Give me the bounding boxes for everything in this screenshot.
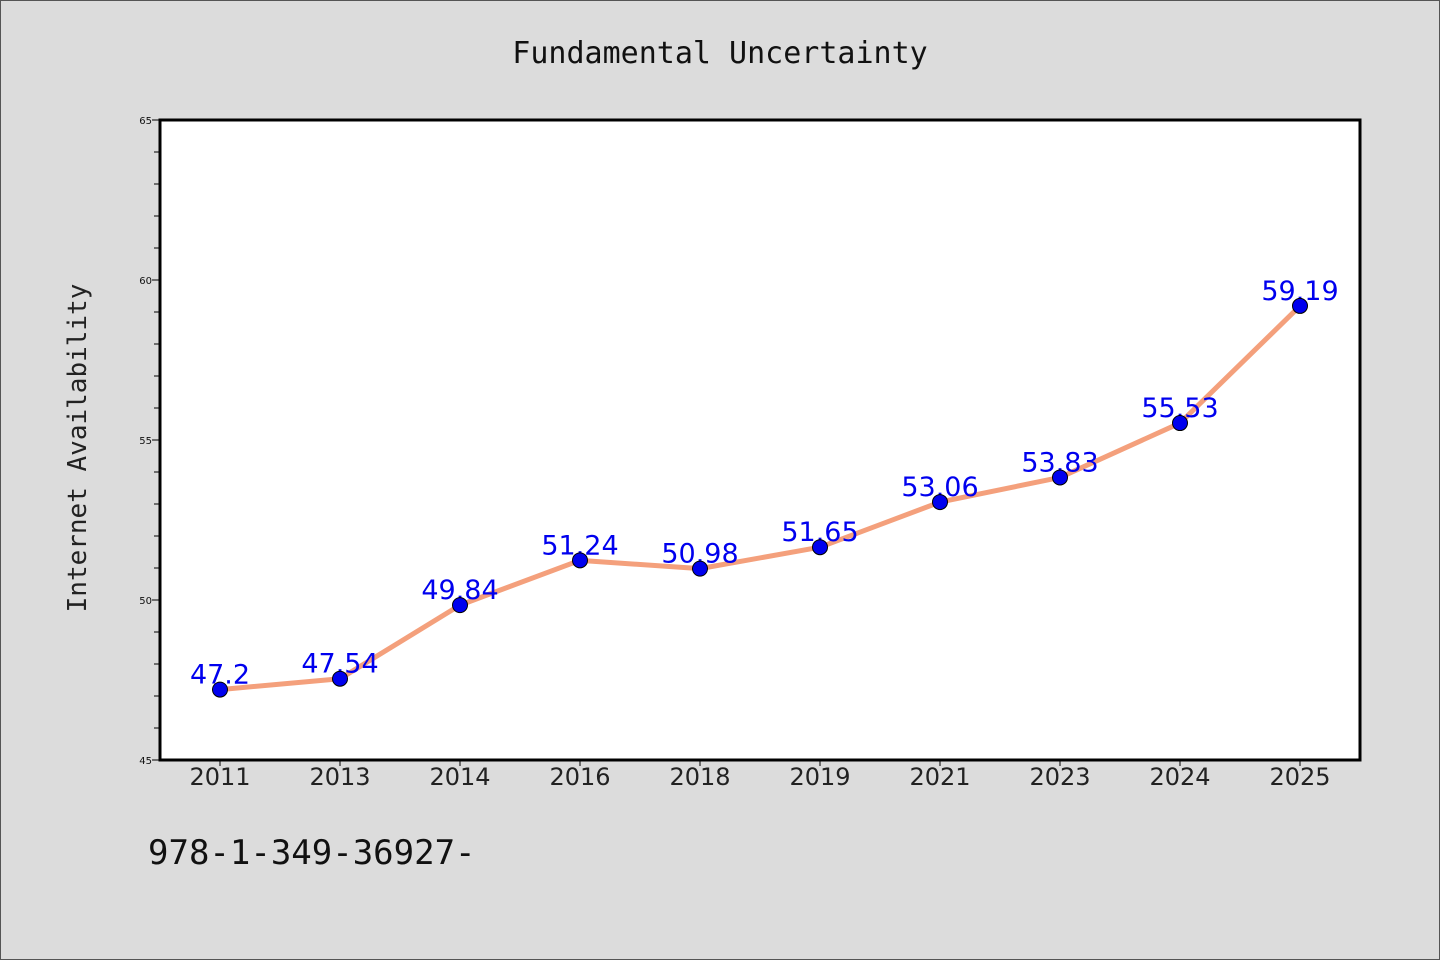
y-axis-label: Internet Availability — [63, 284, 93, 613]
y-tick-label: 65 — [139, 116, 152, 127]
x-tick-label: 2023 — [1029, 763, 1090, 791]
y-tick-label: 45 — [139, 756, 152, 767]
plot-area — [160, 120, 1360, 760]
footer-text: 978-1-349-36927- — [148, 833, 476, 873]
x-axis: 2011 2013 2014 2016 2018 2019 2021 2023 2024 2025 — [189, 760, 1331, 791]
plot-border — [158, 118, 1362, 762]
x-tick-label: 2014 — [429, 763, 490, 791]
x-tick-label: 2018 — [669, 763, 730, 791]
x-tick-label: 2011 — [189, 763, 250, 791]
x-tick-label: 2016 — [549, 763, 610, 791]
data-point — [1292, 297, 1308, 314]
data-point — [1172, 415, 1188, 432]
data-point — [572, 552, 588, 569]
data-point — [932, 494, 948, 511]
data-point — [812, 539, 828, 556]
x-tick-label: 2019 — [789, 763, 850, 791]
data-point — [452, 597, 468, 614]
data-point — [1052, 469, 1068, 486]
x-tick-label: 2025 — [1269, 763, 1330, 791]
y-tick-label: 50 — [139, 596, 152, 607]
data-point — [692, 560, 708, 577]
x-tick-label: 2024 — [1149, 763, 1210, 791]
y-axis: 45 50 55 60 65 — [139, 116, 160, 767]
chart-title: Fundamental Uncertainty — [512, 36, 927, 71]
x-tick-label: 2021 — [909, 763, 970, 791]
series-line — [217, 303, 1303, 693]
x-tick-label: 2013 — [309, 763, 370, 791]
data-point — [212, 681, 228, 698]
y-tick-label: 60 — [139, 276, 152, 287]
data-point — [332, 670, 348, 687]
y-tick-label: 55 — [139, 436, 152, 447]
